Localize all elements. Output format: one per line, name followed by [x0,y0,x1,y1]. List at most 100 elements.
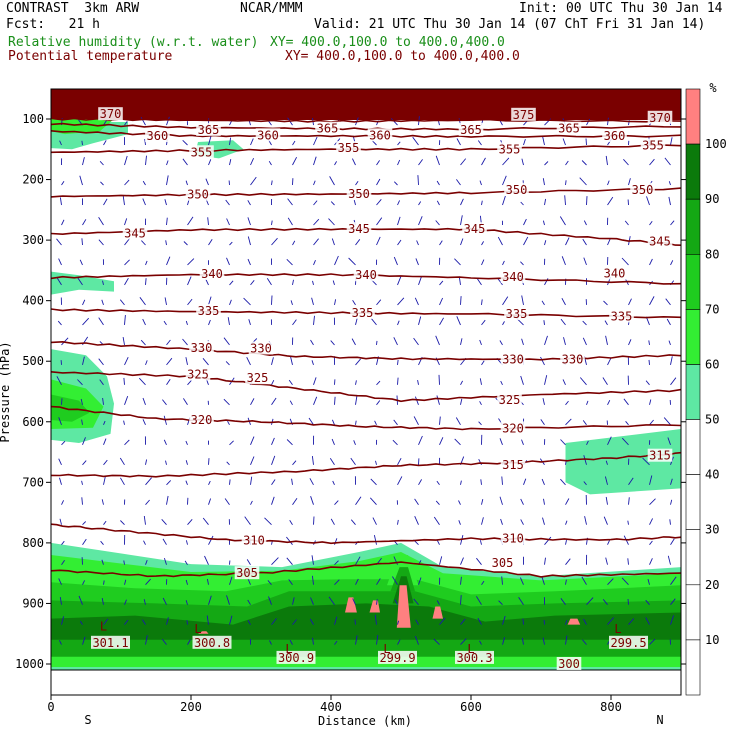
wind-vector [329,176,335,186]
wind-vector [143,599,146,605]
contour-label: 315 [502,458,524,472]
wind-vector [668,181,671,186]
wind-vector [250,476,253,485]
wind-vector [289,520,293,525]
field1-xy: XY= 400.0,100.0 to 400.0,400.0 [270,35,505,50]
contour-label: 300.9 [278,651,314,665]
wind-vector [330,201,335,206]
wind-vector [82,437,86,445]
wind-vector [436,200,440,206]
wind-vector [623,158,629,166]
wind-vector [373,535,377,545]
contour-label-bg [462,222,487,236]
wind-vector [460,198,464,206]
wind-vector [246,357,251,366]
wind-vector [436,395,440,405]
wind-vector [542,517,545,525]
wind-vector [605,460,608,465]
wind-vector [607,436,612,445]
wind-vector [565,237,570,246]
wind-vector [582,238,587,246]
wind-vector [500,518,503,525]
wind-vector [271,557,279,566]
wind-vector [187,258,195,266]
low-marker: L [614,622,621,636]
wind-vector [520,519,524,525]
contour-label: 301.1 [92,636,128,650]
wind-vector [415,619,419,625]
wind-vector [371,318,377,326]
wind-vector [523,478,527,485]
y-tick-label: 400 [22,294,44,308]
wind-vector [663,417,671,426]
wind-vector [376,400,381,406]
wind-vector [438,120,440,126]
wind-vector [397,141,401,146]
wind-vector [621,257,629,266]
wind-vector [101,559,104,565]
wind-vector [81,480,83,485]
wind-vector [397,216,401,226]
contour-label-bg [500,531,526,545]
wind-vector [541,576,545,585]
rh-top-saturated-band [51,89,681,120]
wind-vector [124,315,126,325]
wind-vector [334,560,339,566]
wind-vector [646,196,650,206]
wind-vector [565,180,567,186]
y-tick-label: 900 [22,596,44,610]
wind-vector [397,377,399,385]
wind-vector [163,557,167,565]
wind-vector [250,158,255,166]
wind-vector [413,337,419,346]
contour-label: 330 [562,352,584,366]
contour-label-bg [458,122,484,136]
wind-vector [80,398,83,405]
wind-vector [376,634,379,645]
wind-vector [224,498,230,505]
wind-vector [334,579,340,586]
wind-vector [79,620,83,625]
wind-vector [165,460,167,465]
wind-vector [376,380,381,386]
wind-vector [244,516,251,525]
wind-vector [225,361,230,366]
contour-label: 335 [352,306,374,320]
contour-label-bg [378,650,417,664]
wind-vector [583,481,587,486]
wind-vector [271,180,273,186]
wind-vector [565,619,568,625]
wind-vector [268,596,272,605]
contour-label: 330 [191,341,213,355]
wind-vector [329,458,335,466]
wind-vector [560,318,566,326]
wind-vector [166,256,171,266]
wind-vector [310,339,314,346]
x-end-label: N [656,713,663,727]
contour-label: 325 [247,371,269,385]
wind-vector [205,178,209,186]
wind-vector [100,181,104,186]
wind-vector [397,159,401,166]
wind-vector [565,540,567,545]
wind-vector [271,479,276,486]
wind-vector [435,220,440,226]
contour-label-bg [346,187,372,201]
wind-vector [478,421,482,426]
wind-vector [100,540,104,545]
wind-vector [579,177,587,186]
wind-vector [246,559,251,565]
wind-vector [582,320,587,326]
wind-vector [119,457,125,466]
wind-vector [101,598,104,605]
wind-vector [418,216,423,226]
contour-label: 330 [250,342,272,356]
wind-vector [271,237,278,246]
wind-vector [145,560,148,565]
wind-vector [292,156,297,166]
colorbar-level-label: 90 [705,192,719,206]
wind-vector [479,640,482,645]
wind-vector [226,461,230,466]
wind-vector [102,397,104,405]
wind-vector [370,478,377,486]
